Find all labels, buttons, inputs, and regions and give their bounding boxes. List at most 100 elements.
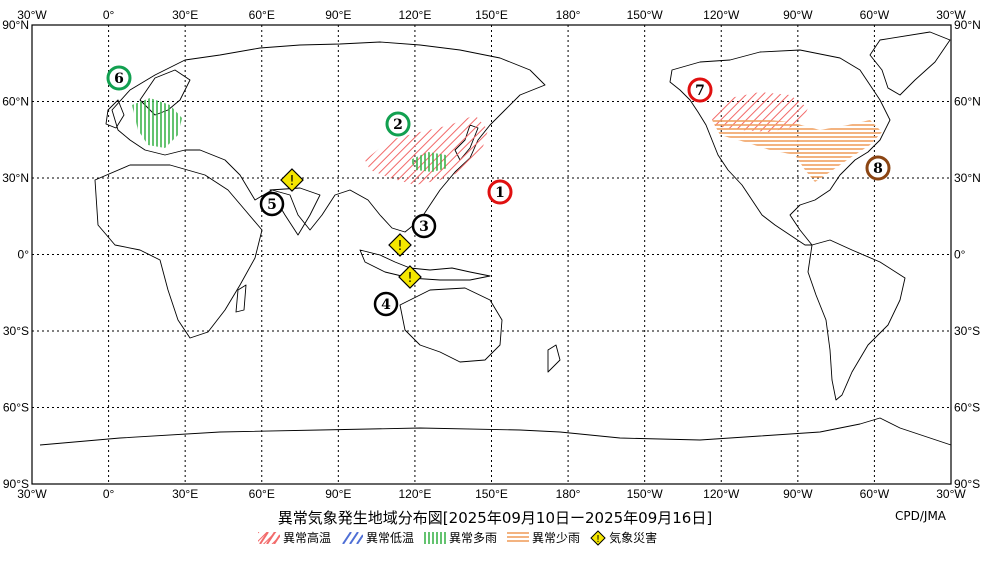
hot-area-east-asia (365, 115, 488, 185)
marker-number: 5 (267, 197, 277, 213)
lon-label-bottom: 150°W (627, 487, 664, 501)
lat-label-right: 30°N (954, 171, 981, 185)
north-america-outline (669, 49, 891, 246)
legend-item-hot: 異常高温 (258, 529, 331, 546)
marker-number: 4 (381, 297, 391, 313)
lat-label-left: 30°N (2, 171, 29, 185)
marker-number: 6 (114, 71, 124, 87)
marker-number: 2 (393, 117, 403, 133)
marker-number: 3 (419, 219, 429, 235)
disaster-diamond-icon: ! (398, 265, 422, 289)
disaster-diamond-icon: ! (388, 233, 412, 257)
britain-outline (105, 99, 125, 129)
svg-text:!: ! (289, 174, 294, 189)
australia-outline (399, 287, 503, 363)
legend-label-wet: 異常多雨 (449, 531, 498, 545)
lon-label-bottom: 180° (556, 487, 581, 501)
marker-number: 8 (873, 161, 883, 177)
new-zealand-outline (547, 344, 561, 373)
lon-label-top: 120°W (703, 8, 740, 22)
lon-label-top: 180° (556, 8, 581, 22)
graticule (32, 25, 951, 484)
svg-text:!: ! (397, 239, 402, 254)
wet-area-east-asia (410, 152, 448, 172)
legend-item-wet: 異常多雨 (424, 529, 497, 546)
lon-label-top: 30°E (172, 8, 198, 22)
marker-3: 3 (411, 213, 437, 239)
wet-swatch-icon (424, 531, 447, 544)
lat-label-right: 60°N (954, 95, 981, 109)
marker-6: 6 (106, 65, 132, 91)
hot-swatch-icon (258, 531, 280, 544)
marker-5: 5 (259, 191, 285, 217)
lon-label-top: 0° (103, 8, 115, 22)
lat-label-right: 30°S (954, 324, 980, 338)
lon-label-top: 150°W (627, 8, 664, 22)
marker-7: 7 (687, 77, 713, 103)
legend-item-dry: 異常少雨 (507, 529, 580, 546)
svg-text:!: ! (407, 271, 412, 286)
marker-4: 4 (373, 291, 399, 317)
lon-label-top: 150°E (475, 8, 508, 22)
indonesia-outline (359, 249, 491, 281)
marker-1: 1 (487, 179, 513, 205)
world-map: 30°W30°W0°0°30°E30°E60°E60°E90°E90°E120°… (2, 8, 981, 501)
axis-labels: 30°W30°W0°0°30°E30°E60°E60°E90°E90°E120°… (2, 8, 981, 501)
lat-label-left: 60°S (3, 401, 29, 415)
lon-label-bottom: 60°W (860, 487, 890, 501)
lon-label-bottom: 0° (103, 487, 115, 501)
marker-8: 8 (865, 155, 891, 181)
lon-label-bottom: 60°E (249, 487, 275, 501)
legend-label-cold: 異常低温 (366, 531, 415, 545)
marker-number: 7 (695, 83, 705, 99)
greenland-outline (869, 31, 951, 96)
lon-label-top: 90°W (783, 8, 813, 22)
africa-outline (94, 164, 263, 339)
legend-label-hot: 異常高温 (283, 531, 332, 545)
lon-label-top: 90°E (325, 8, 351, 22)
south-america-outline (807, 239, 906, 401)
eurasia-outline (111, 41, 546, 233)
lat-label-right: 60°S (954, 401, 980, 415)
lat-label-right: 90°N (954, 18, 981, 32)
lat-label-left: 0° (18, 248, 30, 262)
svg-text:!: ! (596, 534, 600, 545)
dry-area-north-america (712, 118, 882, 182)
lat-label-left: 60°N (2, 95, 29, 109)
legend-item-cold: 異常低温 (341, 529, 414, 546)
lon-label-bottom: 30°W (936, 487, 966, 501)
credit-label: CPD/JMA (895, 509, 946, 523)
lon-label-top: 60°W (860, 8, 890, 22)
lon-label-bottom: 120°E (399, 487, 432, 501)
lon-label-bottom: 90°E (325, 487, 351, 501)
lon-label-bottom: 90°W (783, 487, 813, 501)
warning-diamond-icon: ! (590, 529, 606, 546)
dry-swatch-icon (507, 531, 530, 544)
wet-area-europe (132, 98, 182, 148)
lon-label-top: 60°E (249, 8, 275, 22)
coastlines (39, 31, 952, 446)
lat-label-left: 90°N (2, 18, 29, 32)
lon-label-bottom: 30°W (17, 487, 47, 501)
india-outline (269, 187, 321, 236)
lon-label-bottom: 120°W (703, 487, 740, 501)
legend-label-disaster: 気象災害 (609, 531, 658, 545)
lat-label-left: 90°S (3, 477, 29, 491)
legend-item-disaster: ! 気象災害 (590, 529, 657, 546)
lon-label-top: 30°W (17, 8, 47, 22)
cold-swatch-icon (342, 531, 364, 544)
lon-label-bottom: 150°E (475, 487, 508, 501)
legend: 異常高温 異常低温 異常多雨 異常少雨 ! 気象災害 (258, 529, 667, 546)
lat-label-right: 0° (954, 248, 966, 262)
anomaly-areas (132, 92, 882, 185)
disaster-diamond-icon: ! (280, 168, 304, 192)
lon-label-top: 30°W (936, 8, 966, 22)
marker-number: 1 (495, 185, 505, 201)
lon-label-top: 120°E (399, 8, 432, 22)
event-markers: !!! 1 2 3 4 5 6 7 8 (106, 65, 891, 317)
legend-label-dry: 異常少雨 (532, 531, 581, 545)
marker-2: 2 (385, 111, 411, 137)
lon-label-bottom: 30°E (172, 487, 198, 501)
madagascar-outline (235, 284, 247, 313)
map-title: 異常気象発生地域分布図[2025年09月10日ー2025年09月16日] (277, 509, 713, 527)
